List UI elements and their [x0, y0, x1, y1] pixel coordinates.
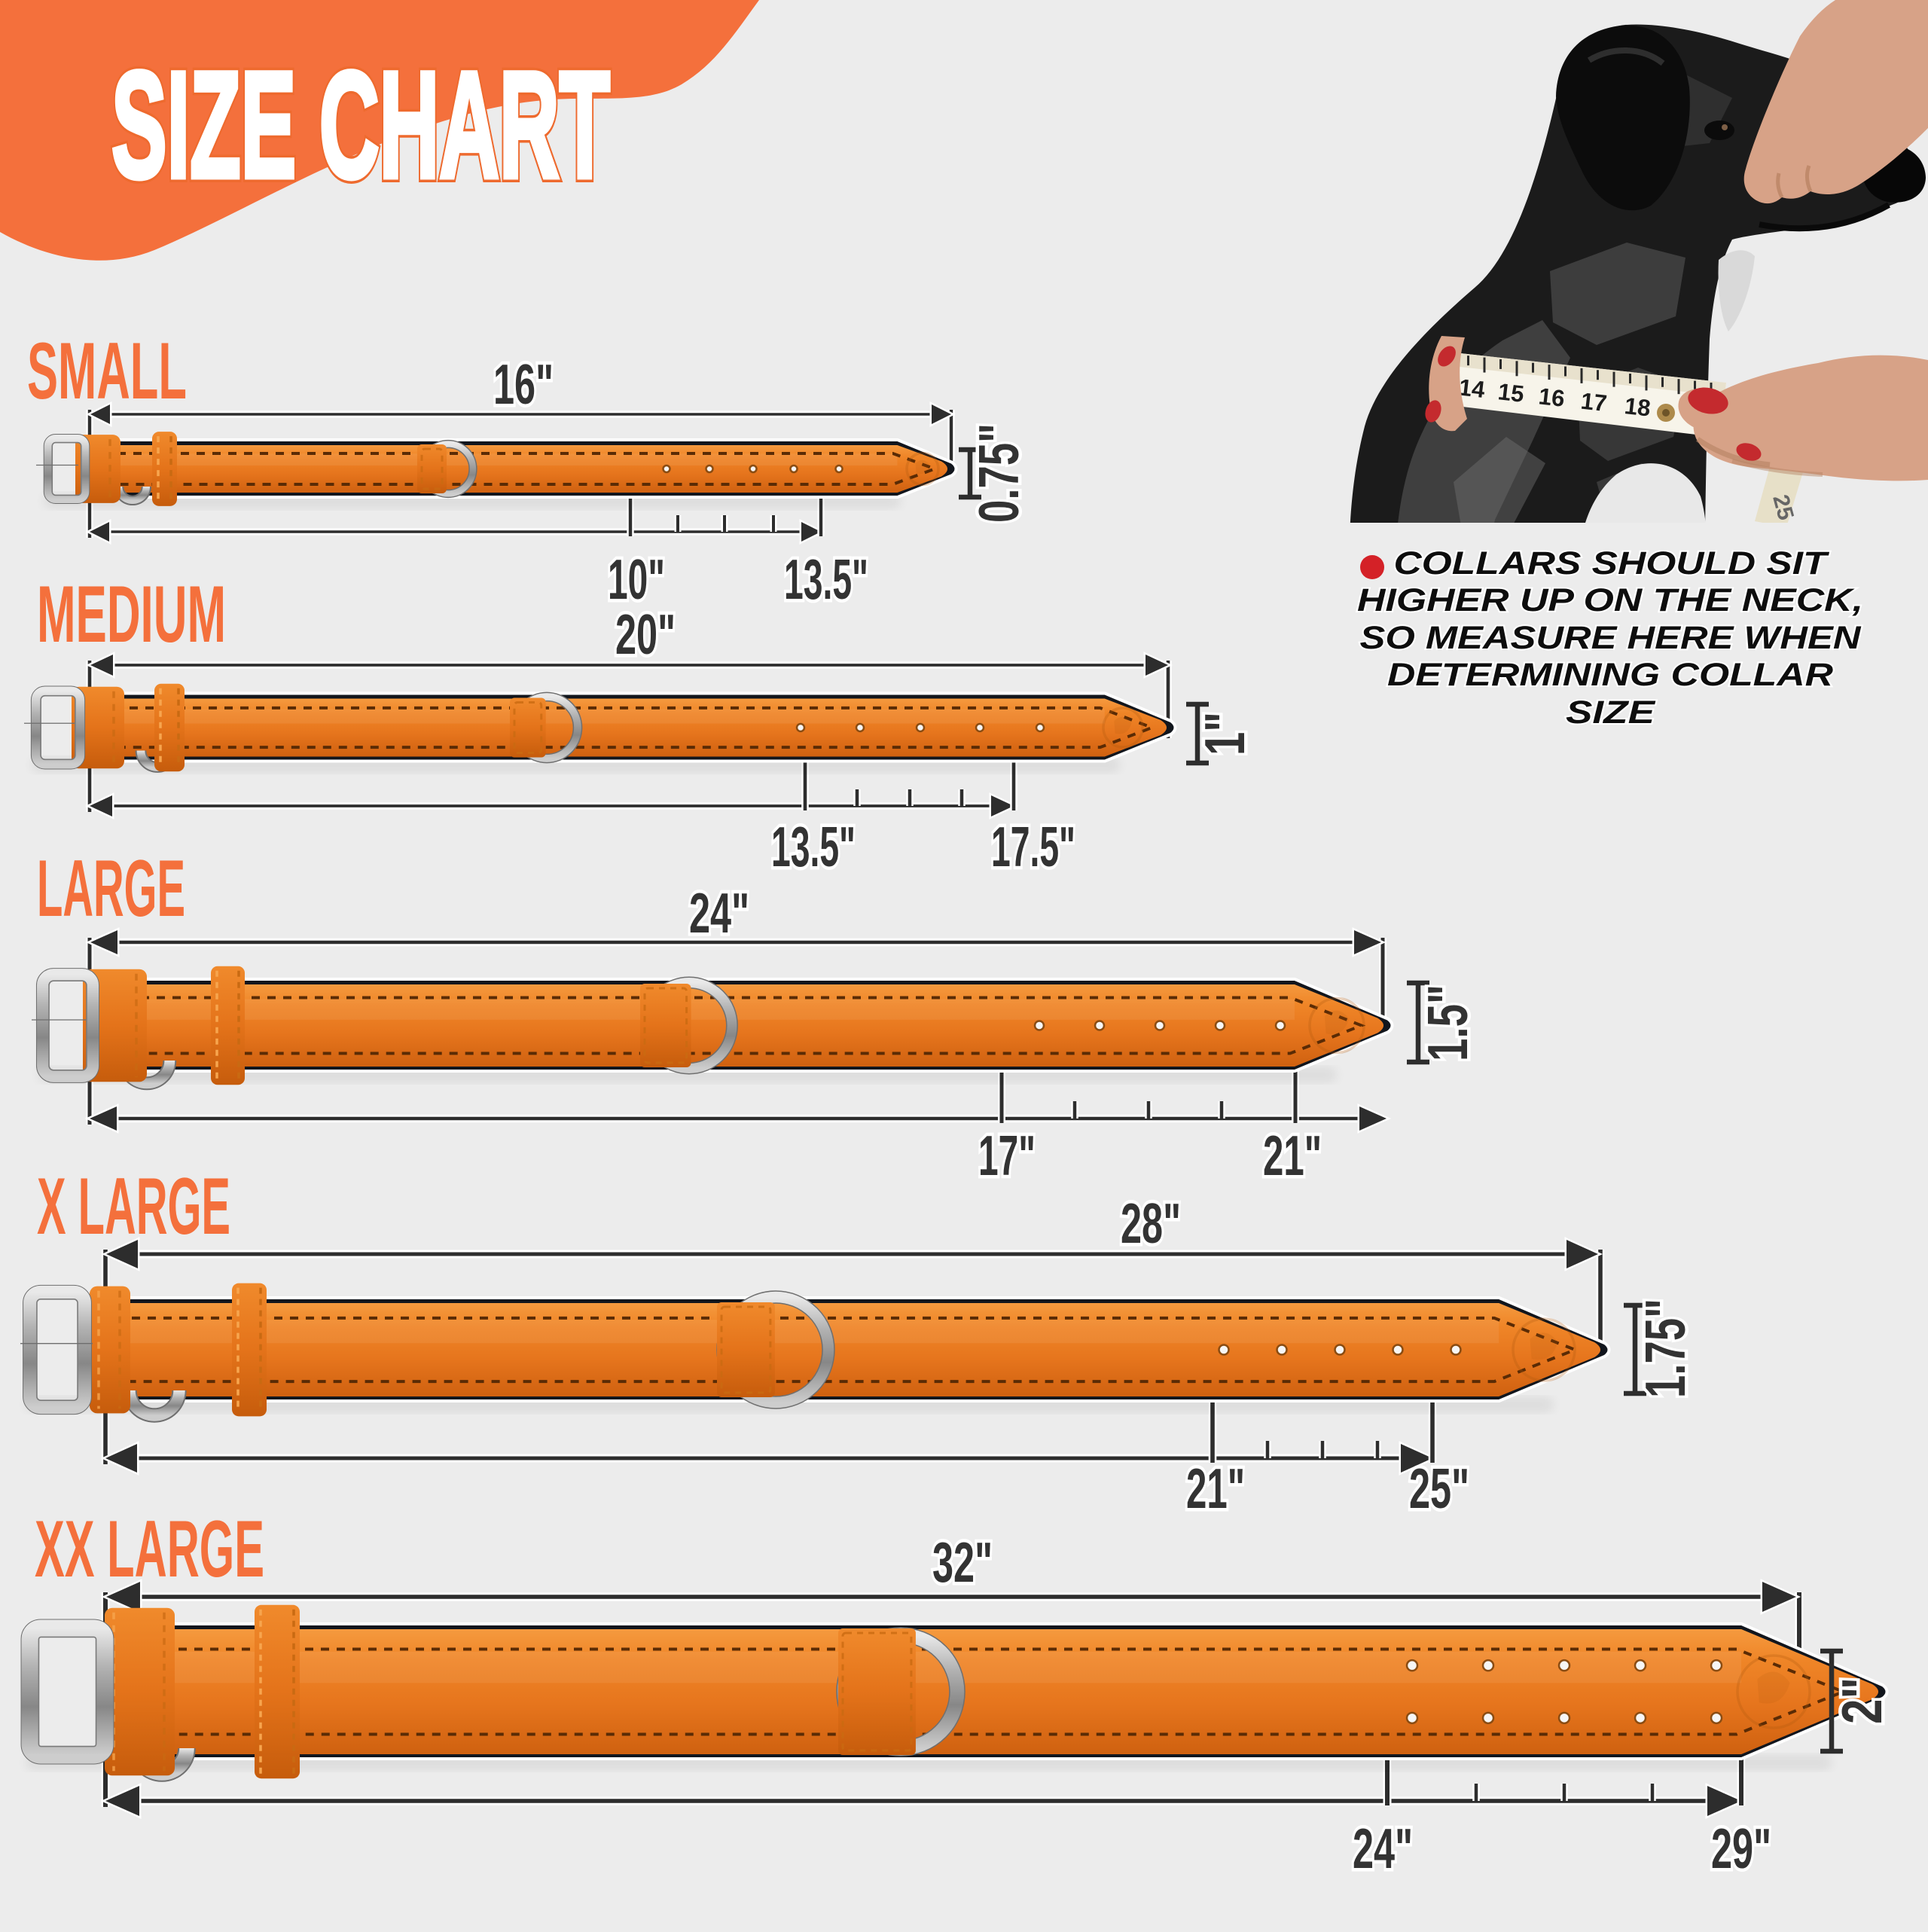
svg-text:20": 20"	[615, 603, 676, 666]
svg-text:29": 29"	[1711, 1817, 1771, 1880]
svg-text:21": 21"	[1263, 1124, 1322, 1187]
svg-text:LARGE: LARGE	[37, 843, 185, 933]
svg-text:DETERMINING COLLAR: DETERMINING COLLAR	[1387, 657, 1833, 693]
svg-text:17": 17"	[978, 1124, 1036, 1187]
svg-text:X LARGE: X LARGE	[37, 1161, 230, 1251]
svg-text:17: 17	[1579, 388, 1608, 417]
svg-text:MEDIUM: MEDIUM	[37, 569, 226, 659]
svg-text:13.5": 13.5"	[784, 548, 868, 611]
svg-text:16": 16"	[493, 353, 554, 416]
svg-text:17.5": 17.5"	[991, 815, 1075, 878]
svg-text:28": 28"	[1121, 1192, 1181, 1255]
svg-text:15: 15	[1496, 378, 1525, 407]
svg-text:24": 24"	[1353, 1817, 1413, 1880]
svg-text:24": 24"	[689, 881, 749, 945]
svg-text:XX LARGE: XX LARGE	[35, 1503, 264, 1594]
svg-text:25": 25"	[1409, 1457, 1469, 1520]
svg-text:1.5": 1.5"	[1416, 984, 1479, 1061]
svg-text:COLLARS SHOULD SIT: COLLARS SHOULD SIT	[1394, 545, 1830, 581]
svg-text:0.75": 0.75"	[967, 423, 1030, 523]
svg-text:1.75": 1.75"	[1634, 1299, 1697, 1398]
svg-text:10": 10"	[608, 548, 665, 611]
svg-text:13.5": 13.5"	[771, 815, 856, 878]
svg-text:SIZE CHART: SIZE CHART	[111, 40, 610, 209]
svg-text:SMALL: SMALL	[27, 325, 187, 416]
svg-text:1": 1"	[1193, 712, 1256, 755]
svg-text:18: 18	[1623, 392, 1652, 422]
svg-text:HIGHER UP ON THE NECK,: HIGHER UP ON THE NECK,	[1357, 582, 1863, 618]
svg-text:21": 21"	[1186, 1457, 1245, 1520]
svg-text:14: 14	[1457, 374, 1487, 403]
svg-text:2": 2"	[1830, 1677, 1893, 1724]
svg-text:16: 16	[1537, 383, 1566, 412]
svg-text:SIZE CHART: SIZE CHART	[111, 40, 610, 209]
svg-text:32": 32"	[932, 1531, 993, 1594]
svg-text:SIZE: SIZE	[1566, 694, 1656, 731]
svg-text:SO MEASURE HERE WHEN: SO MEASURE HERE WHEN	[1360, 620, 1862, 656]
